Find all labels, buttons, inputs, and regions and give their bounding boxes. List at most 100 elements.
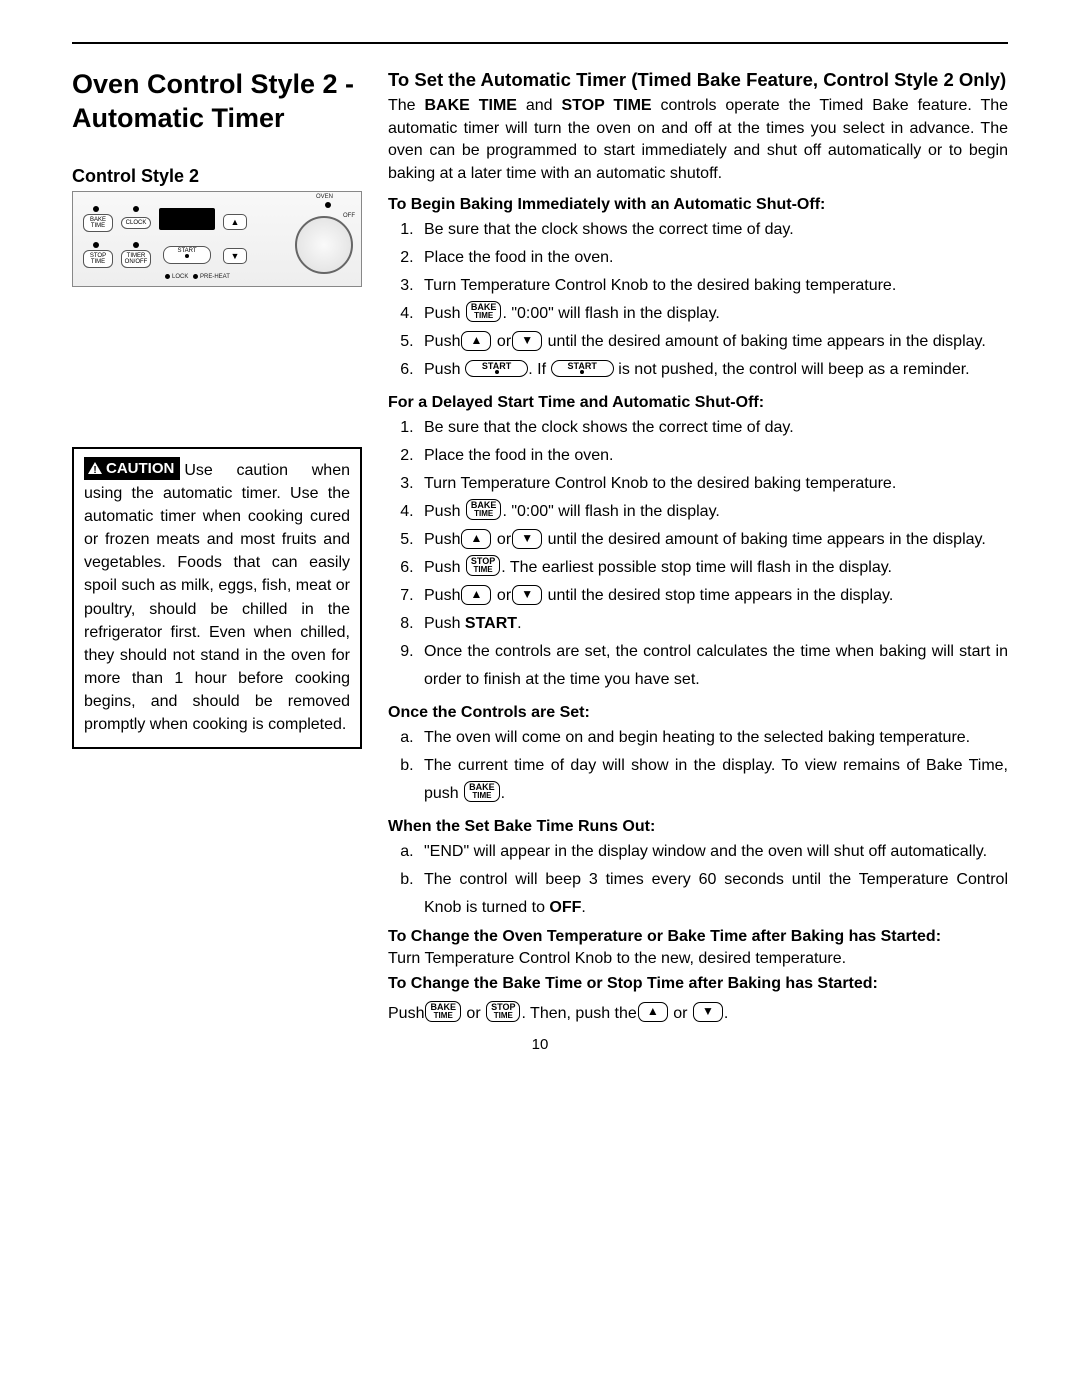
s1-6-post: is not pushed, the control will beep as … [614,361,970,378]
sec3-b: The current time of day will show in the… [418,752,1008,808]
s1-5-pre: Push [424,333,460,350]
bake-time-l2: TIME [469,792,495,800]
s4-b-pre: The control will beep 3 times every 60 s… [424,871,1008,916]
s2-7-post: until the desired stop time appears in t… [543,587,893,604]
up-arrow-button: ▲ [461,585,491,605]
down-arrow-button: ▼ [693,1002,723,1022]
sec2-step7: Push▲ or▼ until the desired stop time ap… [418,582,1008,610]
preheat-dot [193,274,198,279]
start-button: START [465,360,528,377]
down-arrow-button: ▼ [512,529,542,549]
sec1-steps: Be sure that the clock shows the correct… [388,216,1008,384]
up-arrow-button: ▲ [638,1002,668,1022]
sec3-a: The oven will come on and begin heating … [418,724,1008,752]
bake-time-button: BAKETIME [466,499,502,520]
sec2-steps: Be sure that the clock shows the correct… [388,414,1008,694]
s2-4-post: . "0:00" will flash in the display. [502,503,719,520]
oven-indicator-dot [325,202,331,208]
sec3-heading: Once the Controls are Set: [388,704,1008,722]
change-temp-text: Turn Temperature Control Knob to the new… [388,948,1008,971]
start-button: START [551,360,614,377]
s2-8-post: . [517,615,521,632]
start-button-diagram: START [163,246,211,264]
columns: Oven Control Style 2 - Automatic Timer C… [72,68,1008,1035]
change-temp-heading: To Change the Oven Temperature or Bake T… [388,928,1008,946]
s3-b-post: . [501,785,505,802]
stop-time-dot [93,242,99,248]
sec4-heading: When the Set Bake Time Runs Out: [388,818,1008,836]
s2-5-pre: Push [424,531,460,548]
sec2-step5: Push▲ or▼ until the desired amount of ba… [418,526,1008,554]
stop-time-button-diagram: STOPTIME [83,250,113,268]
clock-button-diagram: CLOCK [121,217,151,229]
sec2-step4: Push BAKETIME. "0:00" will flash in the … [418,498,1008,526]
s2-6-pre: Push [424,559,465,576]
preheat-label: PRE-HEAT [200,274,230,280]
s1-5-mid: or [492,333,511,350]
s2-7-mid: or [492,587,511,604]
bake-time-l2: TIME [471,510,497,518]
sec2-step3: Turn Temperature Control Knob to the des… [418,470,1008,498]
s2-8-start: START [465,615,517,632]
sec2-step8: Push START. [418,610,1008,638]
top-rule [72,42,1008,44]
change-time-heading: To Change the Bake Time or Stop Time aft… [388,975,1008,993]
timer-dot [133,242,139,248]
up-arrow-button: ▲ [461,331,491,351]
control-style-subtitle: Control Style 2 [72,166,362,187]
bake-time-dot [93,206,99,212]
ct-pre: Push [388,1005,424,1022]
sec4-steps: "END" will appear in the display window … [388,838,1008,922]
intro-pre: The [388,97,424,114]
s4-b-off: OFF [549,899,581,916]
bake-time-button: BAKETIME [464,781,500,802]
s1-6-mid: . If [528,361,550,378]
caution-box: ! CAUTION Use caution when using the aut… [72,447,362,749]
bake-time-button: BAKETIME [466,301,502,322]
ct-mid3: or [669,1005,692,1022]
sec1-step4: Push BAKETIME. "0:00" will flash in the … [418,300,1008,328]
lock-label: LOCK [172,274,188,280]
ct-mid2: . Then, push the [521,1005,636,1022]
intro-mid1: and [517,97,562,114]
stop-time-button: STOPTIME [466,555,500,576]
lock-dot [165,274,170,279]
page-number: 10 [0,1036,1080,1053]
s4-b-post: . [581,899,585,916]
bake-time-button: BAKETIME [425,1001,461,1022]
s2-5-post: until the desired amount of baking time … [543,531,986,548]
s3-b-pre: The current time of day will show in the… [424,757,1008,802]
s1-5-post: until the desired amount of baking time … [543,333,986,350]
sec1-heading: To Begin Baking Immediately with an Auto… [388,196,1008,214]
temperature-knob [295,216,353,274]
section-title: Oven Control Style 2 - Automatic Timer [72,68,362,136]
caution-label: ! CAUTION [84,457,180,481]
display-screen [159,208,215,230]
bake-time-l2: TIME [471,312,497,320]
sec4-b: The control will beep 3 times every 60 s… [418,866,1008,922]
stop-time-l2: TIME [491,1012,515,1020]
s2-7-pre: Push [424,587,460,604]
sec1-step1: Be sure that the clock shows the correct… [418,216,1008,244]
sec2-step6: Push STOPTIME. The earliest possible sto… [418,554,1008,582]
clock-dot [133,206,139,212]
down-arrow-button: ▼ [512,585,542,605]
s1-4-pre: Push [424,305,465,322]
stop-time-l2: TIME [471,566,495,574]
s2-5-mid: or [492,531,511,548]
s1-6-pre: Push [424,361,465,378]
sec2-step9: Once the controls are set, the control c… [418,638,1008,694]
bake-time-button-diagram: BAKETIME [83,214,113,232]
down-arrow-button: ▼ [512,331,542,351]
warning-icon: ! [88,462,102,474]
sec1-step2: Place the food in the oven. [418,244,1008,272]
sec1-step6: Push START. If START is not pushed, the … [418,356,1008,384]
s2-6-post: . The earliest possible stop time will f… [501,559,892,576]
intro-stop-time: STOP TIME [561,97,651,114]
intro-paragraph: The BAKE TIME and STOP TIME controls ope… [388,95,1008,186]
sec2-step1: Be sure that the clock shows the correct… [418,414,1008,442]
sec3-steps: The oven will come on and begin heating … [388,724,1008,808]
stop-time-button: STOPTIME [486,1001,520,1022]
sec1-step5: Push▲ or▼ until the desired amount of ba… [418,328,1008,356]
up-arrow-diagram: ▲ [223,214,247,230]
